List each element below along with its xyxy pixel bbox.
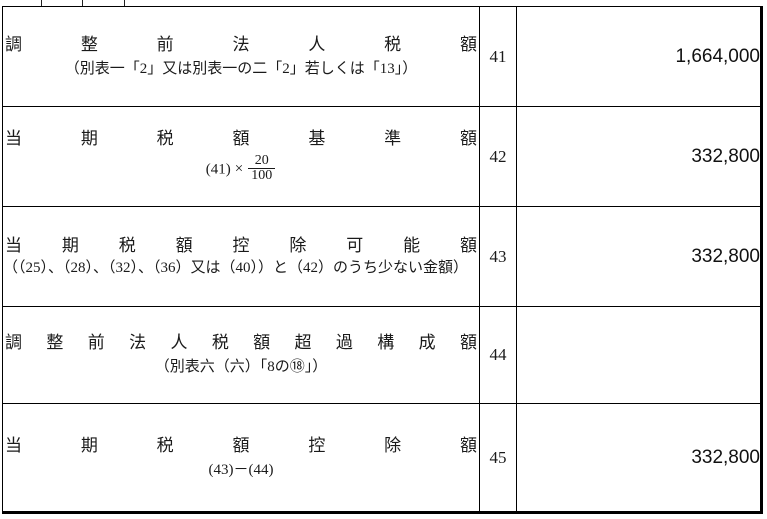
row-label-main: 当期税額控除可能額 xyxy=(5,235,477,255)
table-row: 調整前法人税額超過構成額 （別表六（六）「8の⑱」） 44 xyxy=(2,306,762,404)
row-formula: (41) × 20 100 xyxy=(3,152,479,185)
row-label-sub: (43)－(44) xyxy=(208,461,274,478)
formula-lead: (41) xyxy=(205,161,231,178)
row-number-cell: 45 xyxy=(479,403,517,513)
table-row: 当期税額控除額 (43)－(44) 45 332,800 xyxy=(2,403,762,513)
row-value-cell[interactable]: 332,800 xyxy=(516,403,762,513)
row-number-cell: 44 xyxy=(479,306,517,404)
row-label-main: 当期税額基準額 xyxy=(5,128,477,148)
table-row: 当期税額控除可能額 （（25）、（28）、（32）、（36）又は（40））と（4… xyxy=(2,206,762,307)
row-label-cell: 当期税額控除可能額 （（25）、（28）、（32）、（36）又は（40））と（4… xyxy=(2,206,480,307)
row-label-cell: 当期税額控除額 (43)－(44) xyxy=(2,403,480,513)
row-label-sub: （別表一「2」又は別表一の二「2」若しくは「13」） xyxy=(64,60,418,77)
row-label-sub: （（25）、（28）、（32）、（36）又は（40））と（42）のうち少ない金額… xyxy=(3,259,469,276)
registration-tick-icon xyxy=(82,0,83,8)
row-label-cell: 調整前法人税額超過構成額 （別表六（六）「8の⑱」） xyxy=(2,306,480,404)
row-label-cell: 調整前法人税額 （別表一「2」又は別表一の二「2」若しくは「13」） xyxy=(2,6,480,107)
row-number-cell: 42 xyxy=(479,106,517,207)
row-label-cell: 当期税額基準額 (41) × 20 100 xyxy=(2,106,480,207)
row-label-main: 当期税額控除額 xyxy=(5,435,477,455)
row-label-main: 調整前法人税額 xyxy=(5,34,477,54)
registration-tick-icon xyxy=(124,0,125,8)
row-label-main: 調整前法人税額超過構成額 xyxy=(5,333,477,353)
row-label-sub: （別表六（六）「8の⑱」） xyxy=(154,359,328,376)
tax-credit-table: 調整前法人税額 （別表一「2」又は別表一の二「2」若しくは「13」） 41 1,… xyxy=(2,6,763,514)
table-row: 調整前法人税額 （別表一「2」又は別表一の二「2」若しくは「13」） 41 1,… xyxy=(2,6,762,107)
registration-tick-icon xyxy=(41,0,42,8)
row-value-cell[interactable] xyxy=(516,306,762,404)
fraction: 20 100 xyxy=(248,152,276,184)
table-row: 当期税額基準額 (41) × 20 100 42 332,800 xyxy=(2,106,762,207)
row-value-cell[interactable]: 332,800 xyxy=(516,106,762,207)
fraction-numerator: 20 xyxy=(254,152,269,168)
fraction-denominator: 100 xyxy=(248,168,276,184)
row-number-cell: 43 xyxy=(479,206,517,307)
row-value-cell[interactable]: 332,800 xyxy=(516,206,762,307)
row-number-cell: 41 xyxy=(479,6,517,107)
row-value-cell[interactable]: 1,664,000 xyxy=(516,6,762,107)
formula-operator: × xyxy=(234,161,244,178)
